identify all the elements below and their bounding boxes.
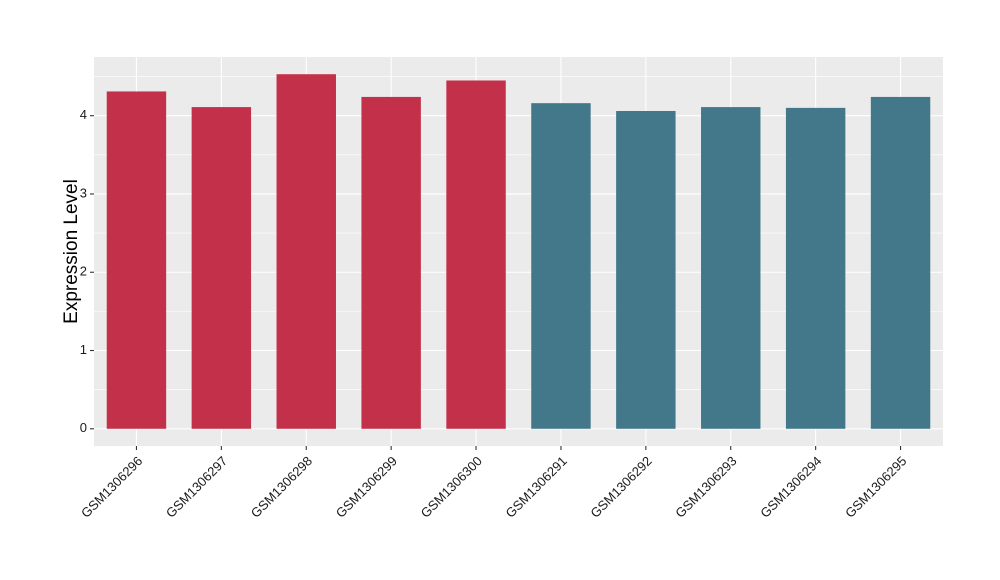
y-tick-label: 3 (80, 185, 87, 200)
y-tick-label: 1 (80, 342, 87, 357)
x-tick-label: GSM1306291 (503, 453, 570, 520)
x-axis: GSM1306296 GSM1306297 GSM1306298 GSM1306299… (78, 446, 909, 521)
x-tick-label: GSM1306294 (757, 453, 824, 520)
bar-GSM1306297 (191, 107, 252, 429)
y-axis-title: Expression Level (61, 179, 82, 324)
x-tick-label: GSM1306296 (78, 453, 145, 520)
x-tick-label: GSM1306300 (418, 453, 485, 520)
x-tick-label: GSM1306295 (842, 453, 909, 520)
y-axis: 0 1 2 3 4 (80, 107, 94, 435)
bar-GSM1306295 (870, 96, 931, 429)
x-tick-label: GSM1306297 (163, 453, 230, 520)
bar-GSM1306293 (701, 107, 761, 429)
bar-GSM1306299 (361, 96, 421, 429)
x-tick-label: GSM1306293 (672, 453, 739, 520)
bar-GSM1306294 (785, 107, 846, 429)
x-tick-label: GSM1306298 (248, 453, 315, 520)
bars (106, 74, 931, 429)
bar-GSM1306291 (531, 103, 591, 429)
bar-GSM1306296 (106, 91, 167, 429)
bar-GSM1306298 (276, 74, 336, 429)
y-tick-label: 2 (80, 264, 87, 279)
x-tick-label: GSM1306299 (333, 453, 400, 520)
bar-GSM1306292 (616, 111, 676, 429)
x-tick-label: GSM1306292 (587, 453, 654, 520)
y-tick-label: 4 (80, 107, 87, 122)
bar-GSM1306300 (446, 80, 506, 429)
y-tick-label: 0 (80, 420, 87, 435)
